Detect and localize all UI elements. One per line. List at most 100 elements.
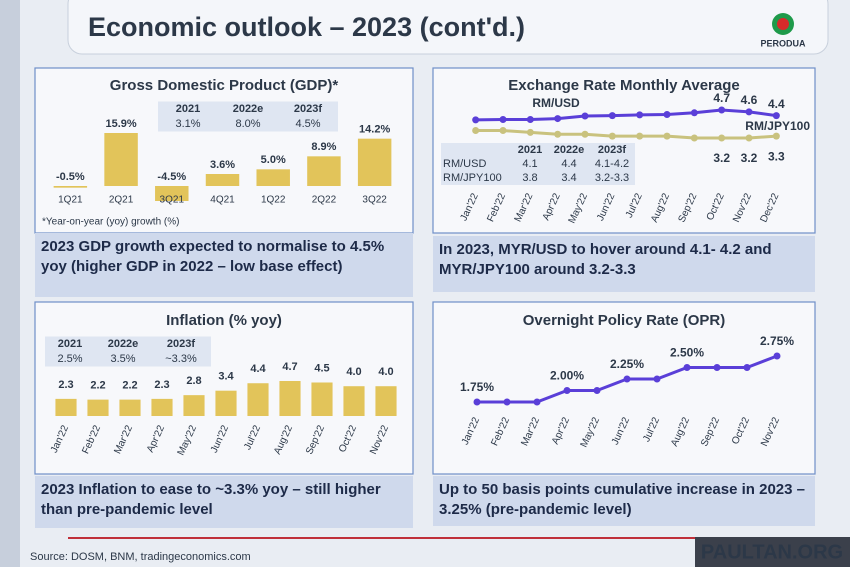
panel	[34, 67, 414, 234]
point	[472, 116, 480, 124]
data-label: 15.9%	[105, 118, 136, 130]
data-label: 4.7	[713, 91, 730, 105]
bar	[183, 395, 205, 416]
point	[503, 398, 511, 406]
table-header: 2022e	[233, 103, 264, 115]
point	[772, 132, 780, 140]
point	[608, 132, 616, 140]
x-tick-label: 3Q22	[362, 195, 387, 206]
data-label: 2.00%	[550, 369, 584, 383]
table-bg	[441, 143, 635, 185]
bar	[247, 383, 269, 416]
x-tick-label: 2Q22	[312, 195, 337, 206]
data-label: 4.0	[378, 366, 393, 378]
bar	[307, 156, 341, 186]
caption: In 2023, MYR/USD to hover around 4.1- 4.…	[433, 236, 815, 292]
watermark: PAULTAN.ORG	[701, 541, 843, 563]
data-label: 2.8	[186, 375, 201, 387]
point	[472, 127, 480, 135]
data-label: 4.0	[346, 366, 361, 378]
panel-title: Inflation (% yoy)	[166, 312, 282, 329]
data-label: 14.2%	[359, 124, 390, 136]
table-header: 2022e	[554, 144, 585, 156]
table-header: 2023f	[294, 103, 322, 115]
data-label: 2.3	[154, 379, 169, 391]
data-label: -0.5%	[56, 171, 85, 183]
point	[608, 112, 616, 120]
point	[473, 398, 481, 406]
point	[773, 352, 781, 360]
x-tick-label: 4Q21	[210, 195, 235, 206]
bar	[375, 386, 397, 416]
data-label: 4.4	[250, 363, 266, 375]
bar	[55, 398, 77, 416]
table-cell: 8.0%	[235, 118, 260, 130]
data-label: 2.2	[122, 380, 137, 392]
title-bar	[67, 0, 829, 55]
point	[623, 375, 631, 383]
caption: 2023 GDP growth expected to normalise to…	[35, 233, 413, 297]
table-header: 2022e	[108, 338, 139, 350]
data-label: 2.2	[90, 380, 105, 392]
point	[526, 128, 534, 136]
point	[554, 130, 562, 138]
table-cell: 4.1	[522, 158, 537, 170]
bar	[87, 399, 109, 416]
point	[718, 134, 726, 142]
data-label: 4.5	[314, 362, 329, 374]
point	[499, 127, 507, 135]
point	[683, 364, 691, 371]
bar	[357, 138, 392, 186]
data-label: 4.7	[282, 361, 297, 373]
point	[533, 398, 541, 406]
x-tick-label: 1Q21	[58, 195, 83, 206]
panel	[432, 301, 816, 475]
caption: Up to 50 basis points cumulative increas…	[433, 476, 815, 526]
table-header: 2021	[518, 144, 542, 156]
table-header: 2021	[176, 103, 200, 115]
bar	[343, 386, 365, 416]
bar	[119, 399, 141, 416]
panel-title: Exchange Rate Monthly Average	[508, 77, 739, 94]
panel-title: Gross Domestic Product (GDP)*	[110, 77, 339, 94]
table-bg	[45, 336, 211, 367]
data-label: 3.4	[218, 371, 234, 383]
data-label: 5.0%	[261, 154, 286, 166]
footnote: *Year-on-year (yoy) growth (%)	[42, 217, 179, 228]
point	[581, 112, 589, 120]
point	[718, 106, 726, 114]
bar	[256, 169, 290, 186]
data-label: 4.6	[741, 93, 758, 107]
data-label: 2.75%	[760, 334, 794, 348]
table-header: 2021	[58, 338, 82, 350]
point	[663, 132, 671, 140]
panel-title: Overnight Policy Rate (OPR)	[523, 312, 726, 329]
point	[554, 115, 562, 123]
bar	[279, 381, 301, 416]
table-header: 2023f	[167, 338, 195, 350]
legend-label: RM/USD	[532, 96, 580, 110]
bar	[311, 382, 333, 416]
data-label: 3.2	[713, 151, 730, 165]
point	[526, 116, 534, 124]
table-header: 2023f	[598, 144, 626, 156]
caption: 2023 Inflation to ease to ~3.3% yoy – st…	[35, 476, 413, 528]
point	[745, 108, 753, 116]
series-line	[475, 129, 777, 140]
bar	[53, 186, 88, 188]
logo-text: PERODUA	[760, 38, 806, 48]
table-cell: 3.4	[561, 172, 576, 184]
table-cell: RM/USD	[443, 158, 486, 170]
point	[690, 134, 698, 142]
logo-icon	[777, 18, 789, 30]
point	[772, 112, 780, 120]
table-cell: 4.5%	[295, 118, 320, 130]
table-cell: ~3.3%	[165, 353, 197, 365]
point	[499, 116, 507, 124]
point	[743, 364, 751, 371]
bar	[205, 174, 240, 186]
data-label: 3.2	[741, 151, 758, 165]
slide-title: Economic outlook – 2023 (cont'd.)	[88, 12, 525, 42]
point	[636, 132, 644, 140]
